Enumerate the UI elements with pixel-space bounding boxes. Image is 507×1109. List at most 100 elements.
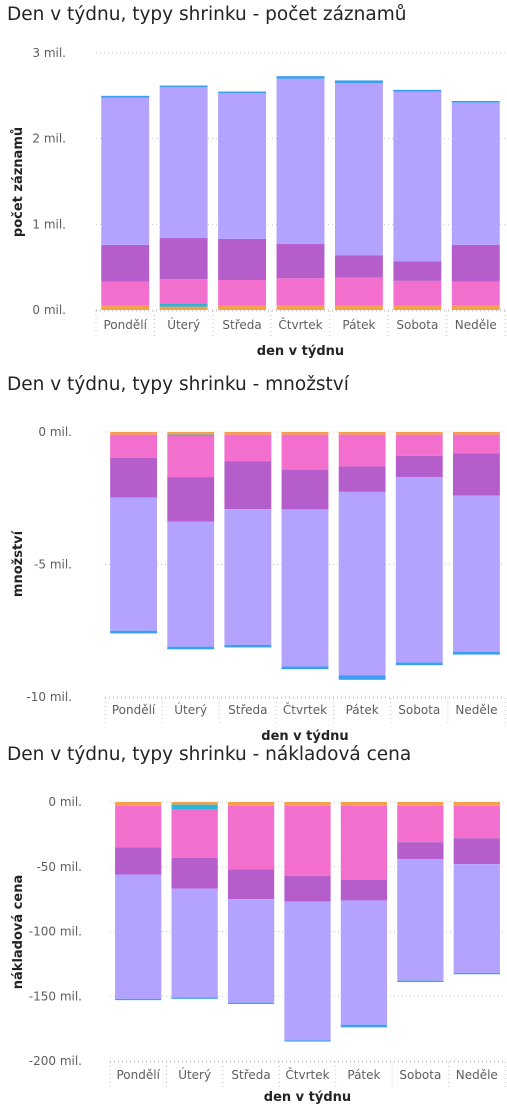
bar-segment[interactable] <box>334 255 383 278</box>
bar-segment[interactable] <box>218 91 267 94</box>
bar-segment[interactable] <box>338 491 386 676</box>
bar-segment[interactable] <box>227 802 275 806</box>
bar-segment[interactable] <box>224 509 272 645</box>
bar-segment[interactable] <box>451 100 500 103</box>
bar-segment[interactable] <box>224 644 272 648</box>
bar-segment[interactable] <box>393 305 442 310</box>
bar-segment[interactable] <box>453 838 500 865</box>
bar-segment[interactable] <box>159 85 208 88</box>
bar-segment[interactable] <box>224 461 272 510</box>
bar-segment[interactable] <box>397 842 444 859</box>
bar-segment[interactable] <box>101 244 150 282</box>
bar-segment[interactable] <box>276 305 325 310</box>
bar-segment[interactable] <box>167 434 215 436</box>
bar-segment[interactable] <box>284 1040 331 1042</box>
bar-segment[interactable] <box>171 804 218 810</box>
bar-segment[interactable] <box>101 281 150 306</box>
bar-segment[interactable] <box>218 93 267 239</box>
bar-segment[interactable] <box>167 477 215 522</box>
bar-segment[interactable] <box>397 980 444 983</box>
bar-segment[interactable] <box>340 879 388 901</box>
bar-segment[interactable] <box>110 434 157 458</box>
bar-segment[interactable] <box>338 434 386 467</box>
bar-segment[interactable] <box>171 802 218 805</box>
bar-segment[interactable] <box>453 864 500 973</box>
bar-segment[interactable] <box>453 972 500 975</box>
bar-segment[interactable] <box>334 82 383 256</box>
bar-segment[interactable] <box>218 280 267 306</box>
bar-segment[interactable] <box>276 76 325 79</box>
bar-segment[interactable] <box>397 805 444 843</box>
bar-segment[interactable] <box>159 279 208 305</box>
bar-segment[interactable] <box>340 1024 388 1028</box>
bar-segment[interactable] <box>284 875 331 902</box>
bar-segment[interactable] <box>281 509 329 667</box>
bar-segment[interactable] <box>397 858 444 981</box>
bar-segment[interactable] <box>281 434 329 470</box>
bar-segment[interactable] <box>167 646 215 650</box>
bar-segment[interactable] <box>451 244 500 282</box>
bar-segment[interactable] <box>101 305 150 310</box>
bar-segment[interactable] <box>284 805 331 876</box>
bar-segment[interactable] <box>451 102 500 245</box>
bar-segment[interactable] <box>453 434 500 454</box>
bar-segment[interactable] <box>101 97 150 245</box>
bar-segment[interactable] <box>453 495 500 652</box>
bar-segment[interactable] <box>171 997 218 999</box>
bar-segment[interactable] <box>115 998 162 1001</box>
bar-segment[interactable] <box>159 238 208 280</box>
bar-segment[interactable] <box>110 457 157 498</box>
bar-segment[interactable] <box>284 901 331 1041</box>
bar-segment[interactable] <box>227 869 275 900</box>
bar-segment[interactable] <box>393 280 442 306</box>
bar-segment[interactable] <box>284 802 331 806</box>
bar-segment[interactable] <box>281 666 329 670</box>
bar-segment[interactable] <box>393 261 442 281</box>
bar-segment[interactable] <box>334 277 383 306</box>
bar-segment[interactable] <box>171 809 218 858</box>
bar-segment[interactable] <box>453 651 500 655</box>
bar-segment[interactable] <box>101 95 150 98</box>
bar-segment[interactable] <box>276 244 325 279</box>
bar-segment[interactable] <box>334 80 383 83</box>
bar-segment[interactable] <box>453 453 500 496</box>
bar-segment[interactable] <box>224 432 272 435</box>
bar-segment[interactable] <box>338 466 386 492</box>
bar-segment[interactable] <box>159 304 208 307</box>
bar-segment[interactable] <box>451 281 500 306</box>
bar-segment[interactable] <box>227 805 275 870</box>
bar-segment[interactable] <box>227 1002 275 1005</box>
bar-segment[interactable] <box>451 305 500 310</box>
bar-segment[interactable] <box>453 432 500 435</box>
bar-segment[interactable] <box>340 802 388 806</box>
bar-segment[interactable] <box>395 477 443 663</box>
bar-segment[interactable] <box>453 805 500 839</box>
bar-segment[interactable] <box>338 675 386 680</box>
bar-segment[interactable] <box>227 899 275 1003</box>
bar-segment[interactable] <box>167 435 215 478</box>
bar-segment[interactable] <box>340 805 388 880</box>
bar-segment[interactable] <box>334 305 383 310</box>
bar-segment[interactable] <box>395 432 443 435</box>
bar-segment[interactable] <box>395 434 443 456</box>
bar-segment[interactable] <box>171 888 218 998</box>
bar-segment[interactable] <box>276 78 325 245</box>
bar-segment[interactable] <box>115 805 162 848</box>
bar-segment[interactable] <box>281 432 329 435</box>
bar-segment[interactable] <box>115 802 162 806</box>
bar-segment[interactable] <box>218 305 267 310</box>
bar-segment[interactable] <box>224 434 272 462</box>
bar-segment[interactable] <box>393 91 442 262</box>
bar-segment[interactable] <box>110 432 157 435</box>
bar-segment[interactable] <box>453 802 500 806</box>
bar-segment[interactable] <box>110 630 157 634</box>
bar-segment[interactable] <box>340 900 388 1025</box>
bar-segment[interactable] <box>171 857 218 889</box>
bar-segment[interactable] <box>115 874 162 999</box>
bar-segment[interactable] <box>167 432 215 435</box>
bar-segment[interactable] <box>115 847 162 875</box>
bar-segment[interactable] <box>338 432 386 435</box>
bar-segment[interactable] <box>393 89 442 92</box>
bar-segment[interactable] <box>159 306 208 310</box>
bar-segment[interactable] <box>218 238 267 281</box>
